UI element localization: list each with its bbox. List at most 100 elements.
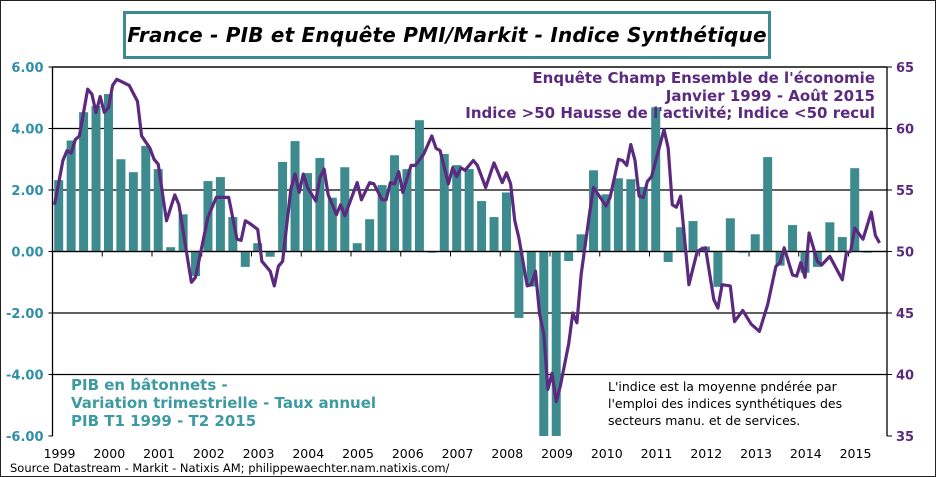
gdp-bar: [278, 162, 288, 252]
x-axis-label: 2015: [840, 446, 872, 461]
right-axis-label: 45: [896, 307, 914, 322]
method-note-line: l'emploi des indices synthétiques des: [608, 396, 843, 411]
gdp-bar: [340, 167, 350, 252]
x-axis-label: 2013: [740, 446, 772, 461]
left-axis-label: 4.00: [11, 123, 43, 138]
gdp-bar: [763, 157, 773, 252]
gdp-bar: [66, 140, 76, 252]
pmi-annotation-line: Indice >50 Hausse de l'activité; Indice …: [465, 104, 875, 122]
right-axis-label: 50: [896, 246, 914, 261]
right-axis-label: 55: [896, 184, 914, 199]
gdp-bar: [725, 218, 735, 252]
gdp-bar: [788, 225, 798, 252]
gdp-bar: [464, 169, 474, 252]
gdp-bar: [153, 169, 163, 252]
gdp-bar: [576, 234, 586, 252]
gdp-bar: [116, 159, 126, 252]
gdp-bar: [141, 146, 151, 252]
gdp-bar: [551, 251, 561, 436]
left-axis-label: -2.00: [6, 307, 43, 322]
gdp-bar: [750, 234, 760, 252]
left-axis-label: 6.00: [11, 61, 43, 76]
title-box: France - PIB et Enquête PMI/Markit - Ind…: [123, 11, 771, 59]
source-note: Source Datastream - Markit - Natixis AM;…: [10, 461, 450, 475]
gdp-bar: [166, 247, 176, 252]
gdp-bar: [514, 251, 524, 318]
gdp-bar: [327, 197, 337, 252]
right-axis-label: 40: [896, 369, 914, 384]
left-axis-label: -6.00: [6, 430, 43, 445]
right-axis-label: 60: [896, 123, 914, 138]
method-note-line: secteurs manu. et de services.: [608, 413, 801, 428]
gdp-bar: [638, 186, 648, 252]
gdp-bar: [651, 107, 661, 252]
gdp-bar: [390, 155, 400, 252]
gdp-bar: [526, 251, 536, 287]
gdp-bar: [79, 112, 89, 252]
gdp-bar: [54, 180, 64, 252]
x-axis-label: 2008: [491, 446, 523, 461]
pib-annotation-line: PIB T1 1999 - T2 2015: [71, 412, 257, 430]
x-axis-label: 2002: [193, 446, 225, 461]
gdp-bar: [489, 217, 499, 252]
x-axis-label: 2010: [591, 446, 623, 461]
gdp-bar: [352, 243, 362, 252]
gdp-bar: [439, 154, 449, 252]
gdp-bar: [315, 158, 325, 252]
pmi-annotation-line: Enquête Champ Ensemble de l'économie: [532, 69, 875, 87]
x-axis-label: 2007: [442, 446, 474, 461]
gdp-bar: [676, 227, 686, 252]
x-axis-label: 2001: [143, 446, 175, 461]
method-note: L'indice est la moyenne pndérée par l'em…: [608, 378, 842, 429]
gdp-bar: [103, 94, 113, 252]
gdp-bar: [253, 243, 263, 252]
x-axis-label: 2009: [541, 446, 573, 461]
gdp-bar: [91, 106, 101, 252]
gdp-bar: [564, 251, 574, 262]
gdp-bar: [414, 120, 424, 252]
gdp-bar: [377, 185, 387, 252]
pib-annotation: PIB en bâtonnets - Variation trimestriel…: [71, 376, 376, 430]
chart-title: France - PIB et Enquête PMI/Markit - Ind…: [127, 23, 767, 47]
gdp-bar: [713, 251, 723, 287]
gdp-bar: [663, 251, 673, 262]
gdp-bar: [837, 237, 847, 252]
x-axis-label: 2000: [93, 446, 125, 461]
x-axis-label: 2004: [292, 446, 324, 461]
gdp-bar: [191, 251, 201, 277]
gdp-bar: [228, 217, 238, 252]
gdp-bar: [626, 179, 636, 252]
x-axis-label: 2014: [790, 446, 822, 461]
gdp-bar: [365, 219, 375, 252]
gdp-bar: [589, 170, 599, 252]
gdp-bar: [128, 172, 138, 252]
x-axis-label: 2005: [342, 446, 374, 461]
pmi-annotation-line: Janvier 1999 - Août 2015: [665, 86, 875, 105]
gdp-bar: [850, 168, 860, 252]
x-axis-label: 2003: [243, 446, 275, 461]
pib-annotation-line: PIB en bâtonnets -: [71, 376, 228, 394]
gdp-bar: [402, 169, 412, 252]
gdp-bar: [265, 251, 275, 257]
x-axis-label: 2006: [392, 446, 424, 461]
gdp-bar: [613, 178, 623, 252]
gdp-bar: [302, 173, 312, 252]
gdp-bar: [240, 251, 250, 267]
x-axis-label: 1999: [44, 446, 76, 461]
gdp-bar: [215, 177, 225, 252]
gdp-bar: [825, 222, 835, 252]
x-axis-label: 2011: [641, 446, 673, 461]
gdp-bar: [477, 201, 487, 252]
gdp-bar: [290, 141, 300, 252]
method-note-line: L'indice est la moyenne pndérée par: [608, 379, 837, 394]
gdp-bar: [452, 165, 462, 252]
right-axis-label: 65: [896, 61, 914, 76]
right-axis-label: 35: [896, 430, 914, 445]
left-axis-label: 0.00: [11, 246, 43, 261]
gdp-bar: [501, 192, 511, 252]
left-axis-label: -4.00: [6, 369, 43, 384]
gdp-bar: [601, 194, 611, 252]
x-axis-label: 2012: [690, 446, 722, 461]
pib-annotation-line: Variation trimestrielle - Taux annuel: [71, 394, 377, 412]
